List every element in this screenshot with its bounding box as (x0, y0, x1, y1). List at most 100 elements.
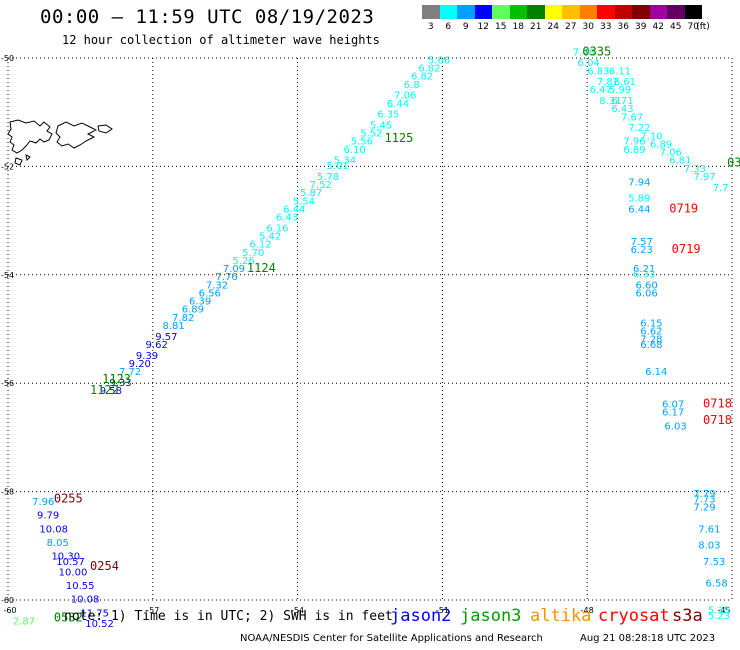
pass-time-label: 1124 (247, 261, 276, 275)
wave-height-label: 6.07 (662, 400, 684, 411)
wave-height-label: 6.8 (404, 80, 420, 91)
wave-height-label: 7.82 (172, 313, 194, 324)
wave-height-label: 6.89 (182, 305, 204, 316)
wave-height-label: 6.44 (628, 204, 650, 215)
wave-height-label: 7.09 (223, 264, 245, 275)
wave-height-label: 6.35 (377, 110, 399, 121)
wave-height-label: 7.79 (693, 489, 715, 500)
wave-height-label: 6.47 (590, 85, 612, 96)
wave-height-label: 7.52 (310, 180, 332, 191)
wave-height-label: 7.61 (698, 524, 720, 535)
wave-height-label: 9.58 (100, 386, 122, 397)
wave-height-label: 6.16 (266, 223, 288, 234)
wave-height-label: 10.52 (85, 619, 114, 630)
updated-timestamp: Aug 21 08:28:18 UTC 2023 (580, 633, 716, 644)
wave-height-label: 7.32 (206, 280, 228, 291)
pass-time-label: 1122 (90, 383, 119, 397)
pass-time-label: 1125 (384, 131, 413, 145)
graticule (7, 57, 733, 601)
satellite-name-jason3: jason3 (460, 606, 522, 626)
footer-note: note: 1) Time is in UTC; 2) SWH is in fe… (64, 609, 393, 624)
legend-swatch (492, 5, 510, 19)
legend-swatch (474, 5, 492, 19)
wave-height-label: 10.55 (66, 581, 95, 592)
lat-tick-label: -52 (1, 162, 14, 171)
wave-height-label: 9.20 (129, 359, 151, 370)
wave-height-label: 6.89 (623, 145, 645, 156)
wave-height-label: 6.06 (635, 288, 657, 299)
falkland-islands-coastline (7, 119, 113, 166)
wave-height-label: 9.33 (109, 378, 131, 389)
wave-height-label: 6.44 (387, 99, 409, 110)
pass-time-label: 0719 (669, 201, 698, 215)
pass-time-label: 0719 (672, 242, 701, 256)
wave-height-label: 6.58 (705, 578, 727, 589)
wave-height-label: 7.57 (631, 237, 653, 248)
satellite-name-s3a: s3a (672, 606, 703, 626)
legend-swatch (509, 5, 527, 19)
legend-label: 3 (427, 22, 434, 32)
wave-height-label: 6.04 (578, 58, 600, 69)
wave-height-label: 5.26 (232, 256, 254, 267)
wave-height-label: 5.45 (370, 120, 392, 131)
legend-swatch (649, 5, 667, 19)
lat-tick-label: -58 (1, 488, 14, 497)
wave-height-label: 7.97 (693, 172, 715, 183)
wave-height-label: 6.81 (669, 156, 691, 167)
pass-time-label: 0254 (90, 559, 119, 573)
legend-label: 21 (530, 22, 542, 32)
wave-height-label: 7.76 (216, 272, 238, 283)
wave-height-label: 6.17 (662, 408, 684, 419)
wave-height-label: 10.08 (71, 595, 100, 606)
wave-height-label: 6.33 (633, 270, 655, 281)
wave-height-label: 6.60 (635, 280, 657, 291)
lon-tick-label: -60 (3, 606, 16, 615)
wave-height-label: 6.23 (631, 245, 653, 256)
wave-height-label: 6.43 (611, 104, 633, 115)
wave-height-label: 6.83 (587, 66, 609, 77)
wave-height-label: 2.87 (13, 616, 35, 627)
wave-height-label: 7.96 (32, 497, 54, 508)
wave-height-label: 7.33 (684, 164, 706, 175)
credit-line: NOAA/NESDIS Center for Satellite Applica… (240, 633, 543, 644)
wave-height-label: 7.96 (623, 137, 645, 148)
legend-swatch (684, 5, 702, 19)
wave-height-label: 7.10 (640, 131, 662, 142)
wave-height-label: 7.67 (621, 112, 643, 123)
legend-swatch (632, 5, 650, 19)
wave-height-label: 5.52 (360, 129, 382, 140)
legend-label: 45 (670, 22, 682, 32)
pass-time-label: 03 (727, 155, 740, 169)
wave-height-label: 6.21 (633, 264, 655, 275)
pass-time-label: 0532 (54, 611, 83, 625)
wave-height-label: 7.48 (573, 47, 595, 58)
wave-height-label: 6.68 (640, 340, 662, 351)
legend-swatch (562, 5, 580, 19)
wave-height-label: 5.78 (317, 172, 339, 183)
legend-swatch (579, 5, 597, 19)
lat-tick-label: -50 (1, 54, 14, 63)
legend-swatch (597, 5, 615, 19)
legend-swatch (614, 5, 632, 19)
map-subtitle: 12 hour collection of altimeter wave hei… (62, 33, 380, 47)
wave-height-label: 9.62 (146, 340, 168, 351)
wave-height-label: 6.12 (249, 240, 271, 251)
wave-height-label: 5.34 (334, 156, 356, 167)
lat-tick-label: -54 (1, 271, 14, 280)
pass-time-label: 0255 (54, 491, 83, 505)
wave-height-label: 10.08 (39, 524, 68, 535)
wave-height-label: 6.89 (650, 139, 672, 150)
wave-height-label: 9.39 (136, 351, 158, 362)
wave-height-label: 7.94 (628, 177, 650, 188)
wave-height-label: 7.53 (703, 557, 725, 568)
map-title: 00:00 – 11:59 UTC 08/19/2023 (40, 6, 375, 28)
wave-height-label: 7.22 (628, 123, 650, 134)
wave-height-label: 6.15 (640, 318, 662, 329)
lon-tick-label: -54 (291, 606, 304, 615)
legend-label: 33 (600, 22, 612, 32)
wave-height-label: 7.29 (693, 503, 715, 514)
legend-swatch (439, 5, 457, 19)
legend-swatch (544, 5, 562, 19)
wave-height-label: 8.81 (162, 321, 184, 332)
wave-height-label: 5.01 (327, 161, 349, 172)
